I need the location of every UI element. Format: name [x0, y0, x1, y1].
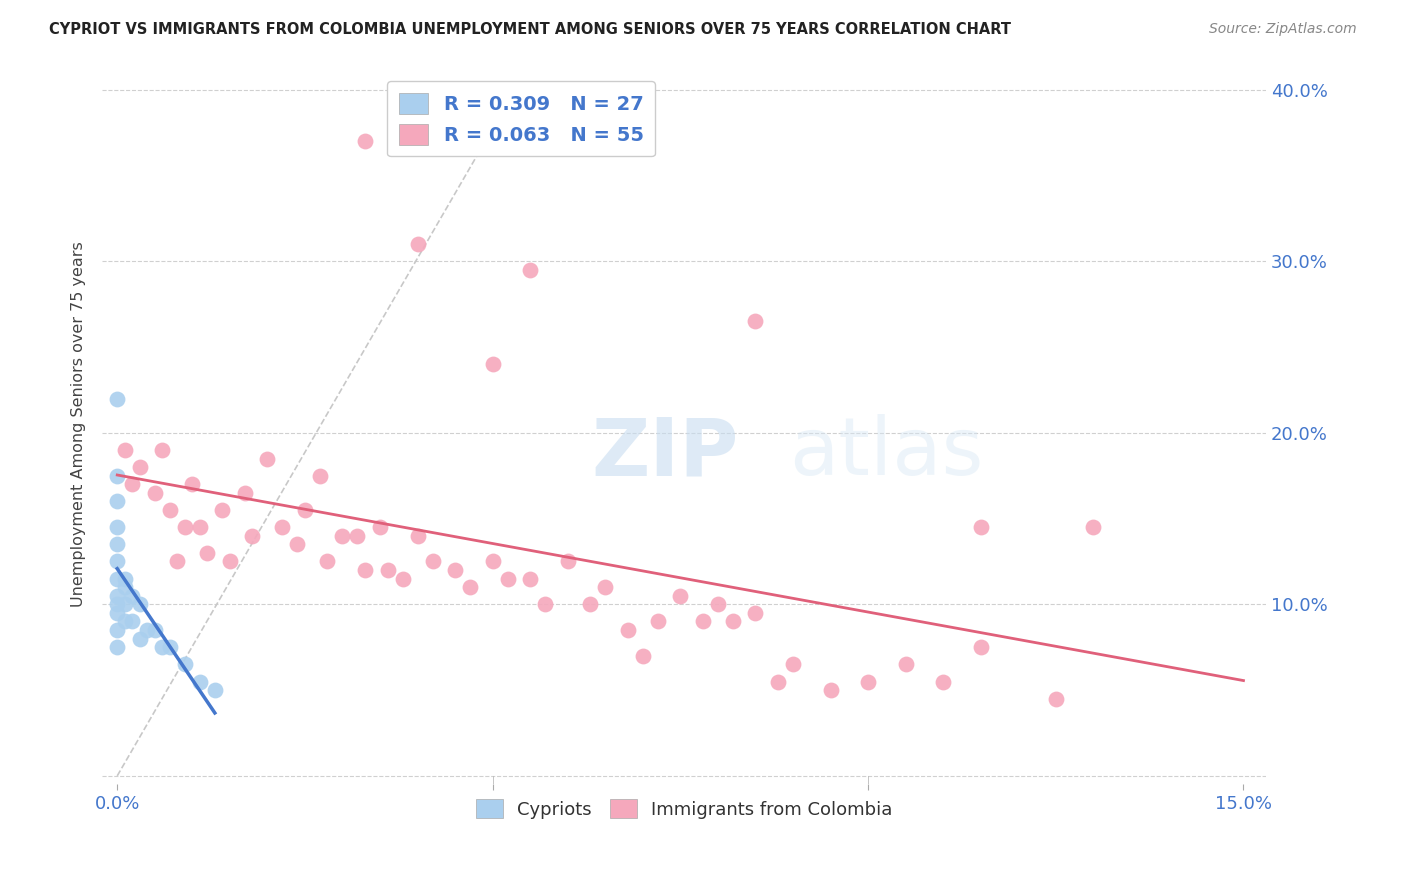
Point [309, 468, 332, 483]
Point [105, 392, 128, 406]
Y-axis label: Unemployment Among Seniors over 75 years: Unemployment Among Seniors over 75 years [72, 242, 86, 607]
Point [422, 554, 444, 568]
Point [121, 477, 143, 491]
Point [114, 580, 136, 594]
Point [820, 683, 842, 698]
Point [128, 460, 150, 475]
Point [969, 640, 991, 655]
Point [105, 598, 128, 612]
Point [211, 503, 233, 517]
Text: Source: ZipAtlas.com: Source: ZipAtlas.com [1209, 22, 1357, 37]
Point [188, 674, 211, 689]
Point [159, 640, 181, 655]
Point [105, 554, 128, 568]
Point [105, 640, 128, 655]
Point [105, 494, 128, 508]
Point [1083, 520, 1105, 534]
Point [256, 451, 278, 466]
Point [631, 648, 654, 663]
Point [316, 554, 339, 568]
Point [377, 563, 399, 577]
Point [188, 520, 211, 534]
Point [519, 572, 541, 586]
Point [346, 529, 368, 543]
Point [105, 606, 128, 620]
Point [105, 623, 128, 637]
Point [481, 357, 503, 371]
Text: CYPRIOT VS IMMIGRANTS FROM COLOMBIA UNEMPLOYMENT AMONG SENIORS OVER 75 YEARS COR: CYPRIOT VS IMMIGRANTS FROM COLOMBIA UNEM… [49, 22, 1011, 37]
Point [534, 598, 557, 612]
Point [368, 520, 391, 534]
Point [766, 674, 789, 689]
Point [391, 572, 413, 586]
Point [150, 442, 173, 457]
Point [271, 520, 294, 534]
Point [744, 314, 766, 328]
Point [105, 468, 128, 483]
Point [114, 572, 136, 586]
Point [114, 442, 136, 457]
Legend: Cypriots, Immigrants from Colombia: Cypriots, Immigrants from Colombia [468, 791, 900, 826]
Point [669, 589, 692, 603]
Point [496, 572, 519, 586]
Point [692, 615, 714, 629]
Point [128, 632, 150, 646]
Point [121, 589, 143, 603]
Point [481, 554, 503, 568]
Point [287, 537, 309, 551]
Point [782, 657, 804, 672]
Point [159, 503, 181, 517]
Point [166, 554, 188, 568]
Point [121, 615, 143, 629]
Point [332, 529, 354, 543]
Point [173, 657, 195, 672]
Point [128, 598, 150, 612]
Point [114, 598, 136, 612]
Point [444, 563, 467, 577]
Point [557, 554, 579, 568]
Point [579, 598, 602, 612]
Point [233, 486, 256, 500]
Point [406, 237, 429, 252]
Point [143, 486, 166, 500]
Point [242, 529, 264, 543]
Point [218, 554, 240, 568]
Point [105, 589, 128, 603]
Point [406, 529, 429, 543]
Point [105, 572, 128, 586]
Point [105, 520, 128, 534]
Point [458, 580, 481, 594]
Point [1045, 691, 1067, 706]
Point [143, 623, 166, 637]
Point [593, 580, 616, 594]
Point [932, 674, 955, 689]
Point [195, 546, 218, 560]
Point [204, 683, 226, 698]
Point [354, 563, 377, 577]
Point [856, 674, 879, 689]
Point [721, 615, 744, 629]
Point [707, 598, 730, 612]
Point [173, 520, 195, 534]
Text: atlas: atlas [789, 414, 983, 492]
Point [647, 615, 669, 629]
Point [354, 134, 377, 148]
Point [181, 477, 204, 491]
Text: ZIP: ZIP [591, 414, 738, 492]
Point [969, 520, 991, 534]
Point [519, 263, 541, 277]
Point [894, 657, 917, 672]
Point [114, 615, 136, 629]
Point [744, 606, 766, 620]
Point [105, 537, 128, 551]
Point [150, 640, 173, 655]
Point [294, 503, 316, 517]
Point [617, 623, 640, 637]
Point [136, 623, 159, 637]
